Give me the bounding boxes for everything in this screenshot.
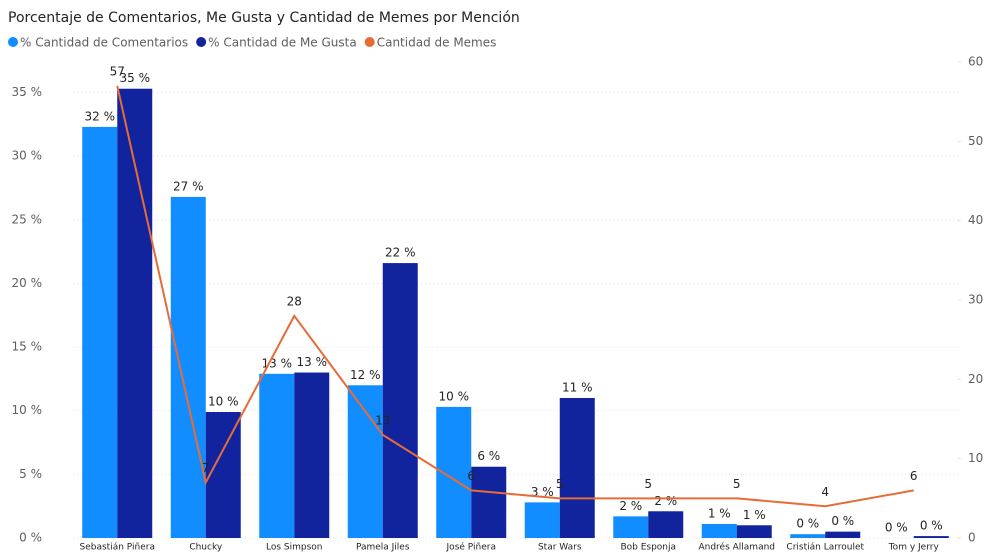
legend-label: % Cantidad de Me Gusta bbox=[208, 36, 357, 50]
y2-tick-label: 20 bbox=[968, 372, 983, 386]
x-tick-label: Pamela Jiles bbox=[356, 543, 410, 552]
y-tick-label: 10 % bbox=[12, 403, 43, 417]
data-label: 22 % bbox=[385, 246, 416, 260]
y2-tick-label: 40 bbox=[968, 213, 983, 227]
data-label: 12 % bbox=[350, 368, 381, 382]
y2-tick-label: 60 bbox=[968, 55, 983, 69]
y-tick-label: 5 % bbox=[19, 467, 42, 481]
line-label: 13 bbox=[375, 413, 390, 427]
data-label: 27 % bbox=[173, 179, 204, 193]
data-label: 6 % bbox=[477, 449, 500, 463]
bar bbox=[790, 534, 826, 538]
x-tick-label: José Piñera bbox=[446, 542, 496, 552]
data-label: 35 % bbox=[120, 71, 151, 85]
line-label: 6 bbox=[910, 469, 918, 483]
bar bbox=[825, 531, 861, 538]
data-label: 0 % bbox=[796, 517, 819, 531]
y-tick-label: 20 % bbox=[12, 276, 43, 290]
bar bbox=[382, 263, 418, 538]
bar bbox=[913, 536, 949, 538]
line-label: 57 bbox=[110, 64, 125, 78]
legend-marker bbox=[364, 37, 375, 47]
bar bbox=[259, 373, 295, 538]
bar bbox=[117, 88, 153, 539]
legend-marker bbox=[196, 37, 207, 47]
y-tick-label: 35 % bbox=[12, 85, 43, 99]
data-label: 1 % bbox=[743, 508, 766, 522]
data-label: 0 % bbox=[920, 519, 943, 533]
legend-label: % Cantidad de Comentarios bbox=[20, 36, 188, 50]
y2-tick-label: 30 bbox=[968, 293, 983, 307]
x-tick-label: Star Wars bbox=[538, 543, 582, 552]
line-label: 5 bbox=[556, 477, 564, 491]
y2-tick-label: 10 bbox=[968, 451, 983, 465]
y-tick-label: 25 % bbox=[12, 212, 43, 226]
legend-marker bbox=[8, 37, 18, 47]
data-label: 1 % bbox=[708, 507, 731, 521]
line-label: 5 bbox=[733, 477, 741, 491]
x-tick-label: Los Simpson bbox=[266, 543, 323, 552]
line-label: 7 bbox=[202, 461, 210, 475]
line-label: 28 bbox=[287, 294, 302, 308]
chart-title: Porcentaje de Comentarios, Me Gusta y Ca… bbox=[8, 10, 520, 26]
bar bbox=[471, 466, 507, 538]
data-label: 13 % bbox=[297, 355, 328, 369]
x-tick-label: Bob Esponja bbox=[620, 543, 676, 552]
x-tick-label: Sebastián Piñera bbox=[80, 543, 155, 552]
data-label: 0 % bbox=[885, 521, 908, 535]
line-label: 4 bbox=[821, 485, 829, 499]
x-tick-label: Cristián Larroulet bbox=[786, 543, 864, 552]
y-tick-label: 30 % bbox=[12, 149, 43, 163]
bar bbox=[82, 126, 118, 538]
y2-tick-label: 50 bbox=[968, 134, 983, 148]
bar bbox=[294, 372, 330, 538]
data-label: 11 % bbox=[562, 381, 593, 395]
data-label: 32 % bbox=[85, 109, 116, 123]
y2-tick-label: 0 bbox=[968, 531, 976, 545]
line bbox=[116, 85, 914, 508]
line-label: 6 bbox=[467, 469, 475, 483]
data-label: 10 % bbox=[208, 395, 239, 409]
x-tick-label: Chucky bbox=[189, 543, 223, 552]
data-label: 2 % bbox=[654, 494, 677, 508]
y-tick-label: 0 % bbox=[19, 531, 42, 545]
y-tick-label: 15 % bbox=[12, 340, 43, 354]
x-tick-label: Tom y Jerry bbox=[888, 543, 940, 552]
line-label: 5 bbox=[644, 477, 652, 491]
bar bbox=[170, 196, 206, 538]
bar bbox=[524, 502, 560, 538]
data-label: 0 % bbox=[831, 514, 854, 528]
bar bbox=[613, 516, 649, 538]
bar bbox=[205, 412, 241, 538]
bar bbox=[648, 511, 684, 538]
x-tick-label: Andrés Allamand bbox=[698, 542, 775, 552]
bar bbox=[559, 398, 595, 538]
legend-label: Cantidad de Memes bbox=[377, 36, 497, 50]
data-label: 13 % bbox=[262, 356, 293, 370]
bar bbox=[347, 385, 383, 538]
bar bbox=[701, 524, 737, 538]
data-label: 10 % bbox=[439, 389, 470, 403]
data-label: 2 % bbox=[619, 499, 642, 513]
bar bbox=[736, 525, 772, 538]
